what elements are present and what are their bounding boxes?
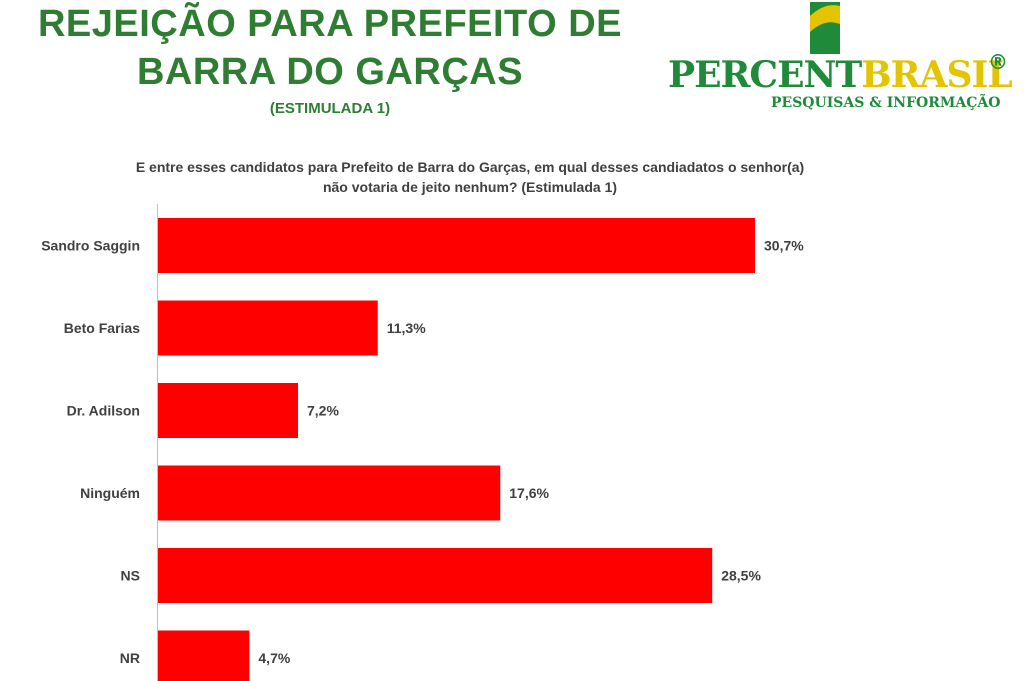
chart-title-line-1: REJEIÇÃO PARA PREFEITO DE [37,3,622,45]
logo-tagline: PESQUISAS & INFORMAÇÃO [771,95,1001,111]
value-label-0: 30,7% [764,238,804,254]
value-label-3: 17,6% [509,485,549,501]
bar-3 [158,465,501,521]
registered-mark: ® [988,50,1008,74]
percentbrasil-logo: PERCENTBRASIL ® PESQUISAS & INFORMAÇÃO [668,0,1013,120]
category-label-5: NR [120,650,140,666]
survey-question: E entre esses candidatos para Prefeito d… [0,157,940,197]
category-label-3: Ninguém [80,485,140,501]
value-label-2: 7,2% [307,403,339,419]
logo-name-yellow: BRASIL [861,54,1012,96]
category-label-1: Beto Farias [64,320,140,336]
bar-0 [158,218,755,273]
category-label-0: Sandro Saggin [41,238,140,254]
chart-title-line-2: BARRA DO GARÇAS [136,51,524,93]
value-label-5: 4,7% [258,650,290,666]
category-label-4: NS [121,568,140,584]
logo-name-green: PERCENT [668,54,862,96]
category-label-2: Dr. Adilson [67,403,140,419]
flag-icon [810,2,840,54]
bar-2 [158,383,299,438]
value-label-4: 28,5% [721,568,761,584]
bar-4 [158,548,713,603]
bar-5 [158,630,250,681]
survey-question-line-1: E entre esses candidatos para Prefeito d… [135,159,805,175]
bar-1 [158,300,378,356]
survey-question-line-2: não votaria de jeito nenhum? (Estimulada… [322,179,618,195]
chart-subtitle: (ESTIMULADA 1) [269,100,391,117]
value-label-1: 11,3% [387,320,426,336]
